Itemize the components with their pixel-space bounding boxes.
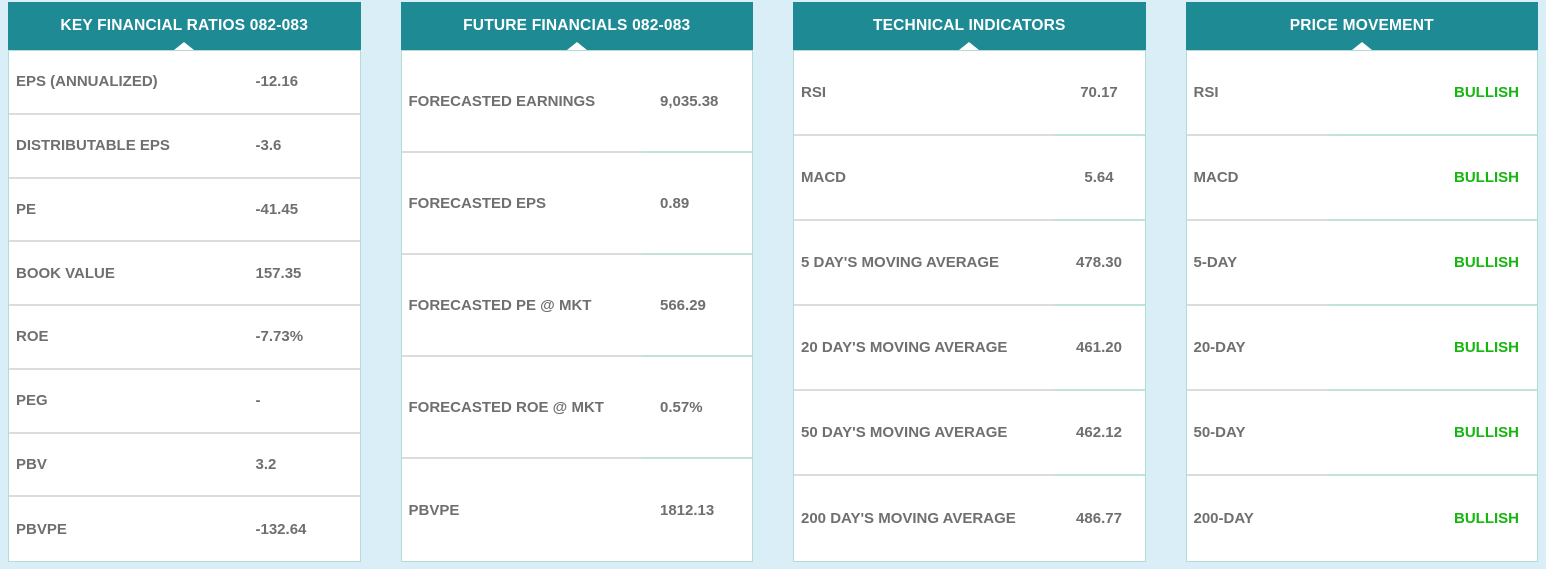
table-row: 200-DAY BULLISH — [1187, 476, 1538, 561]
panel-body: EPS (ANNUALIZED) -12.16 DISTRIBUTABLE EP… — [8, 50, 361, 562]
panel-title: FUTURE FINANCIALS 082-083 — [463, 17, 691, 34]
table-row: 200 DAY'S MOVING AVERAGE 486.77 — [794, 476, 1145, 561]
row-label: 200 DAY'S MOVING AVERAGE — [801, 510, 1016, 527]
status-badge: BULLISH — [1329, 51, 1537, 136]
status-badge: BULLISH — [1329, 136, 1537, 221]
status-badge: BULLISH — [1329, 306, 1537, 391]
panel-key-financial-ratios: KEY FINANCIAL RATIOS 082-083 EPS (ANNUAL… — [8, 2, 361, 562]
table-row: 50-DAY BULLISH — [1186, 391, 1537, 476]
row-label: PBVPE — [408, 501, 460, 519]
row-value: -3.6 — [255, 115, 360, 179]
row-value: -12.16 — [255, 51, 360, 115]
row-label: FORECASTED EARNINGS — [401, 51, 642, 153]
table-row: PE -41.45 — [9, 179, 360, 243]
panel-body: FORECASTED EARNINGS 9,035.38 FORECASTED … — [400, 50, 753, 562]
table-row: FORECASTED ROE @ MKT 0.57% — [401, 357, 752, 459]
caret-up-icon — [959, 42, 980, 50]
row-value: 3.2 — [255, 434, 360, 498]
table-row: PBV 3.2 — [9, 434, 360, 498]
panel-title: TECHNICAL INDICATORS — [872, 17, 1066, 34]
table-row: FORECASTED PE @ MKT 566.29 — [401, 255, 752, 357]
table-row: 20-DAY BULLISH — [1186, 306, 1537, 391]
panel-header: KEY FINANCIAL RATIOS 082-083 — [8, 2, 361, 50]
panel-body: RSI BULLISH MACD BULLISH 5-DAY BULLISH 2… — [1185, 50, 1538, 562]
panel-header: FUTURE FINANCIALS 082-083 — [400, 2, 753, 50]
table-row: DISTRIBUTABLE EPS -3.6 — [9, 115, 360, 179]
table-row: 5-DAY BULLISH — [1186, 221, 1537, 306]
table-row: 5 DAY'S MOVING AVERAGE 478.30 — [794, 221, 1145, 306]
row-value: 478.30 — [1053, 221, 1145, 306]
row-label: RSI — [794, 51, 1054, 136]
caret-up-icon — [174, 42, 195, 50]
panel-title: KEY FINANCIAL RATIOS 082-083 — [60, 17, 309, 34]
row-value: 462.12 — [1053, 391, 1145, 476]
table-row: RSI BULLISH — [1186, 51, 1537, 136]
row-value: 70.17 — [1053, 51, 1145, 136]
table-row: PEG - — [9, 370, 360, 434]
table-row: PBVPE 1812.13 — [402, 459, 753, 561]
row-value: 0.89 — [642, 153, 752, 255]
row-label: ROE — [9, 306, 256, 370]
row-label: 20 DAY'S MOVING AVERAGE — [794, 306, 1054, 391]
row-label: PBVPE — [16, 520, 67, 538]
row-value: 566.29 — [642, 255, 752, 357]
caret-up-icon — [1351, 42, 1372, 50]
row-value: 461.20 — [1053, 306, 1145, 391]
table-row: FORECASTED EPS 0.89 — [401, 153, 752, 255]
row-label: FORECASTED PE @ MKT — [401, 255, 642, 357]
status-badge: BULLISH — [1329, 221, 1537, 306]
table-row: 20 DAY'S MOVING AVERAGE 461.20 — [794, 306, 1145, 391]
row-label: MACD — [1186, 136, 1329, 221]
table-row: RSI 70.17 — [794, 51, 1145, 136]
row-label: FORECASTED ROE @ MKT — [401, 357, 642, 459]
row-label: PBV — [9, 434, 256, 498]
row-value: 0.57% — [642, 357, 752, 459]
row-value: 1812.13 — [660, 501, 715, 519]
row-value: -41.45 — [255, 179, 360, 243]
row-value: -7.73% — [255, 306, 360, 370]
caret-up-icon — [566, 42, 587, 50]
table-row: ROE -7.73% — [9, 306, 360, 370]
row-label: EPS (ANNUALIZED) — [9, 51, 256, 115]
row-value: - — [255, 370, 360, 434]
row-label: 200-DAY — [1193, 510, 1254, 527]
row-label: FORECASTED EPS — [401, 153, 642, 255]
row-label: PEG — [9, 370, 256, 434]
panel-body: RSI 70.17 MACD 5.64 5 DAY'S MOVING AVERA… — [793, 50, 1146, 562]
panel-technical-indicators: TECHNICAL INDICATORS RSI 70.17 MACD 5.64… — [793, 2, 1146, 562]
row-label: 20-DAY — [1186, 306, 1329, 391]
row-label: MACD — [794, 136, 1054, 221]
row-label: 5-DAY — [1186, 221, 1329, 306]
table-row: 50 DAY'S MOVING AVERAGE 462.12 — [794, 391, 1145, 476]
row-label: RSI — [1186, 51, 1329, 136]
row-value: 9,035.38 — [642, 51, 752, 153]
row-label: 5 DAY'S MOVING AVERAGE — [794, 221, 1054, 306]
table-row: FORECASTED EARNINGS 9,035.38 — [401, 51, 752, 153]
panel-header: PRICE MOVEMENT — [1185, 2, 1538, 50]
panel-future-financials: FUTURE FINANCIALS 082-083 FORECASTED EAR… — [400, 2, 753, 562]
row-label: 50-DAY — [1186, 391, 1329, 476]
table-row: MACD 5.64 — [794, 136, 1145, 221]
row-value: -132.64 — [255, 520, 307, 538]
panel-price-movement: PRICE MOVEMENT RSI BULLISH MACD BULLISH … — [1185, 2, 1538, 562]
panel-header: TECHNICAL INDICATORS — [793, 2, 1146, 50]
row-value: 5.64 — [1053, 136, 1145, 221]
row-label: BOOK VALUE — [9, 242, 256, 306]
table-row: EPS (ANNUALIZED) -12.16 — [9, 51, 360, 115]
table-row: BOOK VALUE 157.35 — [9, 242, 360, 306]
panel-title: PRICE MOVEMENT — [1289, 17, 1434, 34]
status-badge: BULLISH — [1454, 510, 1519, 527]
row-value: 486.77 — [1076, 510, 1122, 527]
row-label: 50 DAY'S MOVING AVERAGE — [794, 391, 1054, 476]
table-row: MACD BULLISH — [1186, 136, 1537, 221]
row-label: DISTRIBUTABLE EPS — [9, 115, 256, 179]
row-value: 157.35 — [255, 242, 360, 306]
status-badge: BULLISH — [1329, 391, 1537, 476]
table-row: PBVPE -132.64 — [9, 497, 360, 561]
row-label: PE — [9, 179, 256, 243]
